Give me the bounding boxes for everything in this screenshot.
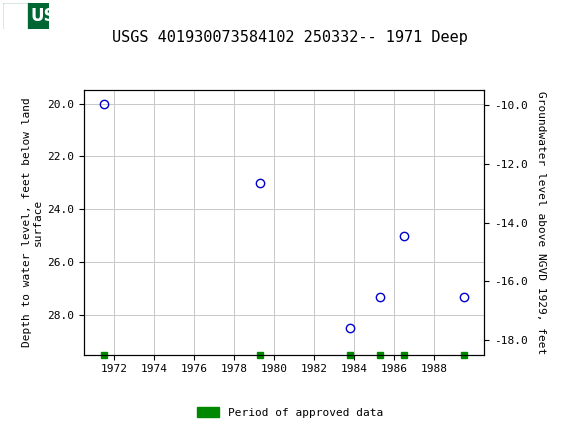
Text: USGS 401930073584102 250332-- 1971 Deep: USGS 401930073584102 250332-- 1971 Deep [112, 30, 468, 45]
Legend: Period of approved data: Period of approved data [193, 402, 387, 422]
FancyBboxPatch shape [3, 3, 27, 29]
FancyBboxPatch shape [3, 3, 49, 29]
Text: USGS: USGS [30, 7, 81, 25]
Y-axis label: Depth to water level, feet below land
surface: Depth to water level, feet below land su… [21, 98, 44, 347]
Y-axis label: Groundwater level above NGVD 1929, feet: Groundwater level above NGVD 1929, feet [536, 91, 546, 354]
